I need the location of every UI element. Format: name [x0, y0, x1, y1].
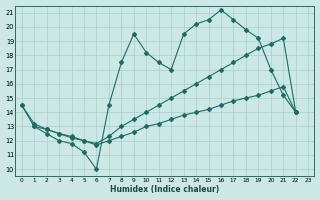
X-axis label: Humidex (Indice chaleur): Humidex (Indice chaleur) [110, 185, 220, 194]
